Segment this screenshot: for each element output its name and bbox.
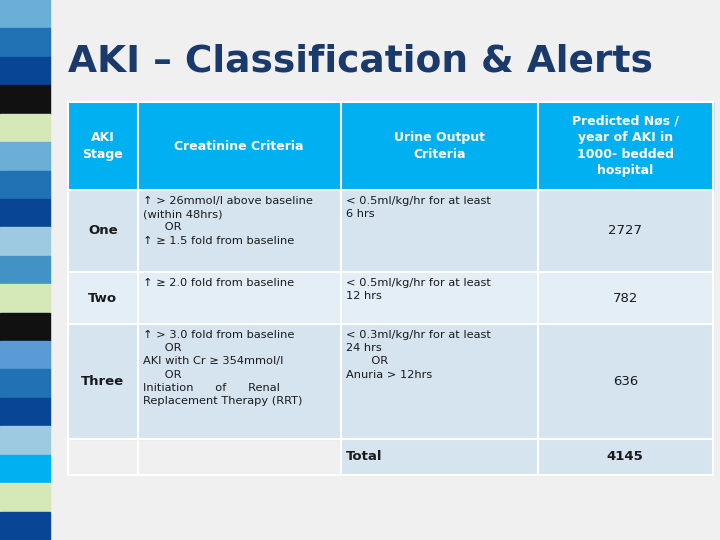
Bar: [68, 272, 138, 324]
Text: 782: 782: [613, 292, 638, 305]
Text: 2727: 2727: [608, 225, 642, 238]
Bar: [68, 324, 138, 439]
Bar: [0, 85, 50, 114]
Text: 636: 636: [613, 375, 638, 388]
Bar: [0, 369, 50, 398]
Bar: [538, 272, 713, 324]
Text: ↑ > 3.0 fold from baseline
      OR
AKI with Cr ≥ 354mmol/l
      OR
Initiation : ↑ > 3.0 fold from baseline OR AKI with C…: [143, 330, 302, 406]
Text: ↑ ≥ 2.0 fold from baseline: ↑ ≥ 2.0 fold from baseline: [143, 278, 294, 288]
Bar: [0, 341, 50, 369]
Text: Creatinine Criteria: Creatinine Criteria: [174, 139, 304, 152]
Text: ↑ > 26mmol/l above baseline
(within 48hrs)
      OR
↑ ≥ 1.5 fold from baseline: ↑ > 26mmol/l above baseline (within 48hr…: [143, 196, 312, 246]
Bar: [341, 190, 538, 272]
Bar: [341, 272, 538, 324]
Bar: [0, 199, 50, 227]
Bar: [68, 102, 138, 190]
Bar: [0, 511, 50, 540]
Bar: [538, 190, 713, 272]
Bar: [0, 142, 50, 171]
Bar: [0, 284, 50, 313]
Text: Predicted Nøs /
year of AKI in
1000- bedded
hospital: Predicted Nøs / year of AKI in 1000- bed…: [572, 115, 679, 177]
Bar: [138, 190, 341, 272]
Bar: [0, 29, 50, 57]
Bar: [0, 57, 50, 85]
Text: AKI
Stage: AKI Stage: [83, 131, 123, 161]
Text: Total: Total: [346, 450, 382, 463]
Text: < 0.5ml/kg/hr for at least
6 hrs: < 0.5ml/kg/hr for at least 6 hrs: [346, 196, 491, 219]
Bar: [0, 0, 50, 29]
Bar: [0, 455, 50, 483]
Bar: [0, 114, 50, 142]
Bar: [538, 324, 713, 439]
Bar: [68, 190, 138, 272]
Text: < 0.3ml/kg/hr for at least
24 hrs
       OR
Anuria > 12hrs: < 0.3ml/kg/hr for at least 24 hrs OR Anu…: [346, 330, 491, 380]
Bar: [138, 102, 341, 190]
Bar: [0, 483, 50, 511]
Bar: [538, 102, 713, 190]
Bar: [0, 426, 50, 455]
Bar: [138, 272, 341, 324]
Text: < 0.5ml/kg/hr for at least
12 hrs: < 0.5ml/kg/hr for at least 12 hrs: [346, 278, 491, 301]
Text: AKI – Classification & Alerts: AKI – Classification & Alerts: [68, 43, 653, 79]
Bar: [538, 439, 713, 475]
Text: Two: Two: [89, 292, 117, 305]
Bar: [0, 398, 50, 426]
Bar: [341, 439, 538, 475]
Text: One: One: [88, 225, 117, 238]
Bar: [341, 324, 538, 439]
Text: 4145: 4145: [607, 450, 644, 463]
Bar: [0, 171, 50, 199]
Bar: [0, 313, 50, 341]
Text: Three: Three: [81, 375, 125, 388]
Bar: [0, 256, 50, 284]
Bar: [138, 324, 341, 439]
Bar: [341, 102, 538, 190]
Text: Urine Output
Criteria: Urine Output Criteria: [394, 131, 485, 161]
Bar: [0, 227, 50, 256]
